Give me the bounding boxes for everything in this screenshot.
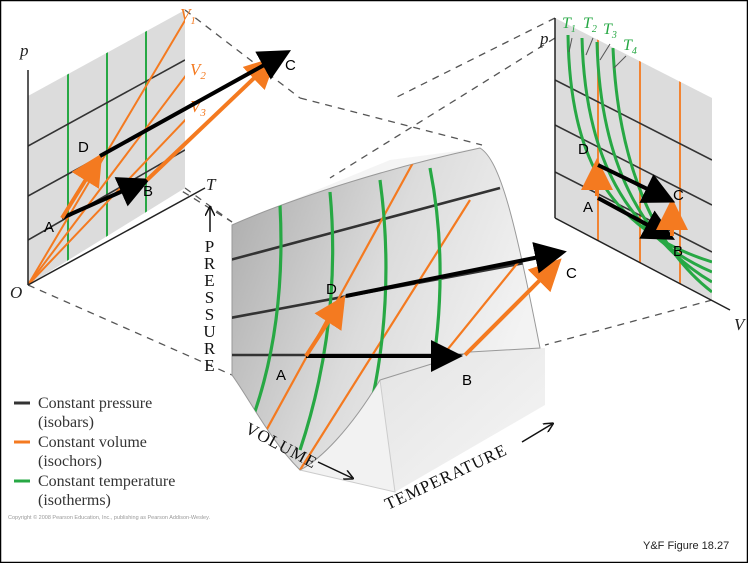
pv-v-axis-label: V [734,315,747,334]
pt-point-c: C [285,57,296,74]
pt-isochor-label-2: V2 [190,60,206,82]
pt-p-axis-label: p [19,41,29,60]
pv-panel: p V T1 T2 T3 T4 A B C D [539,15,747,334]
pv-p-axis-label: p [539,29,549,48]
pt-point-b: B [143,183,153,200]
surface-arrow-b-to-c [463,258,562,357]
surface-point-d: D [326,281,337,298]
pv-arrow-d-to-c [597,163,676,203]
pv-isotherm-label-1: T1 [562,15,576,35]
surface-point-a: A [276,367,286,384]
pt-point-d: D [78,139,89,156]
pressure-letter: S [205,305,215,324]
pt-isochor-lines [28,11,185,285]
pt-arrow-d-to-c [99,50,291,158]
pv-v-axis [554,217,731,311]
surface-point-c: C [566,265,577,282]
temperature-axis-arrow [521,424,552,443]
legend-isobar-line1: Constant pressure [38,395,152,412]
pvt-surface: A B C D [231,147,577,493]
pressure-letter: P [205,237,215,256]
pt-origin-label: O [10,283,22,302]
pt-isochor-label-1: V1 [180,5,196,27]
legend-isotherm-line1: Constant temperature [38,473,175,490]
pv-point-a: A [583,199,593,216]
legend-isochor-line2: (isochors) [38,453,102,470]
pv-point-c: C [673,187,684,204]
volume-axis-arrow [317,461,352,478]
pt-t-axis-label: T [206,175,217,194]
legend-isobar-line2: (isobars) [38,414,94,431]
figure-caption: Y&F Figure 18.27 [643,540,729,552]
pressure-letter: R [204,339,216,358]
pv-point-b: B [673,243,683,260]
surface-arrow-a-to-d [304,295,346,358]
pressure-letter: E [204,356,215,375]
legend: Constant pressure (isobars) Constant vol… [14,395,175,509]
pv-isotherm-label-3: T3 [603,21,617,41]
pv-point-d: D [578,141,589,158]
pv-isotherm-leaders [568,37,627,69]
surface-arrow-d-to-c [345,242,567,298]
pt-arrow-a-to-b [61,177,151,220]
pt-arrow-a-to-d [60,153,103,220]
pressure-letter: E [204,271,215,290]
copyright-notice: Copyright © 2008 Pearson Education, Inc.… [8,514,210,521]
pressure-letter: R [204,254,216,273]
pt-t-axis [27,187,206,286]
surface-point-b: B [462,372,472,389]
pv-isotherm-label-4: T4 [623,37,637,57]
pv-isotherm-label-2: T2 [583,15,597,35]
pt-point-a: A [44,219,54,236]
legend-isochor-line1: Constant volume [38,434,147,451]
pt-panel: p T O V1 V2 V3 A B C D [10,5,296,302]
pressure-letter: U [203,322,216,341]
pt-arrow-b-to-c [145,56,277,182]
surface-right-side [380,348,545,492]
pressure-letter: S [205,288,215,307]
legend-isotherm-line2: (isotherms) [38,492,111,509]
